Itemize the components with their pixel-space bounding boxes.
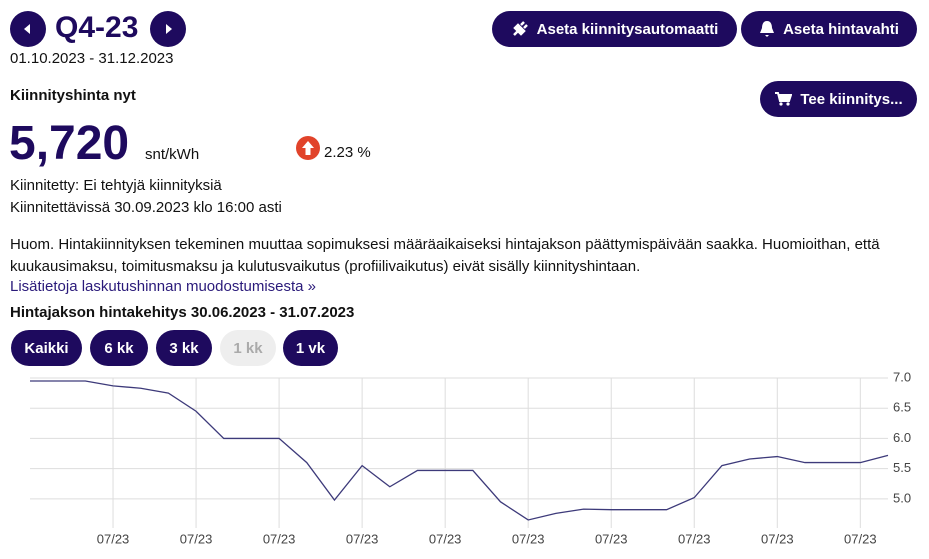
x-tick-label: 07/23 [761,531,794,546]
prev-button[interactable] [10,11,46,47]
price-value: 5,720 [9,117,130,170]
alert-button[interactable]: Aseta hintavahti [741,11,917,47]
range-button[interactable]: Kaikki [11,330,82,366]
period: Q4-23 [55,11,139,44]
period-dates: 01.10.2023 - 31.12.2023 [10,50,174,67]
status: Kiinnitetty: Ei tehtyjä kiinnityksiä [10,177,222,194]
x-tick-label: 07/23 [429,531,462,546]
x-tick-label: 07/23 [595,531,628,546]
x-tick-label: 07/23 [263,531,296,546]
notice: Huom. Hintakiinnityksen tekeminen muutta… [10,236,880,275]
y-tick-label: 5.0 [893,490,911,505]
x-tick-label: 07/23 [180,531,213,546]
next-button[interactable] [150,11,186,47]
y-tick-label: 7.0 [893,370,911,384]
y-tick-label: 5.5 [893,460,911,475]
x-tick-label: 07/23 [512,531,545,546]
price-change: 2.23 % [324,144,371,161]
y-tick-label: 6.5 [893,400,911,415]
alert-label: Aseta hintavahti [783,20,899,38]
y-tick-label: 6.0 [893,430,911,445]
fix-button[interactable]: Tee kiinnitys... [760,81,917,117]
x-tick-label: 07/23 [844,531,877,546]
fix-label: Tee kiinnitys... [800,90,903,108]
auto-button[interactable]: Aseta kiinnitysautomaatti [492,11,737,47]
chart: 5.0 5.5 6.0 6.5 7.0 07/23 07/23 07/23 07/23 07/23… [30,370,911,546]
chart-title: Hintajakson hintakehitys 30.06.2023 - 31… [10,304,355,321]
price-label: Kiinnityshinta nyt [10,87,136,104]
range-button: 1 kk [220,330,276,366]
x-tick-label: 07/23 [678,531,711,546]
status: Kiinnitettävissä 30.09.2023 klo 16:00 as… [10,199,282,216]
x-tick-label: 07/23 [346,531,379,546]
range-button[interactable]: 6 kk [90,330,148,366]
auto-label: Aseta kiinnitysautomaatti [536,20,719,38]
price-unit: snt/kWh [145,146,200,163]
info-link[interactable]: Lisätietoja laskutushinnan muodostumises… [10,278,317,295]
range-button[interactable]: 1 vk [283,330,338,366]
change-icon [296,136,320,160]
x-tick-label: 07/23 [97,531,130,546]
range-button[interactable]: 3 kk [156,330,212,366]
price-line [30,380,889,521]
